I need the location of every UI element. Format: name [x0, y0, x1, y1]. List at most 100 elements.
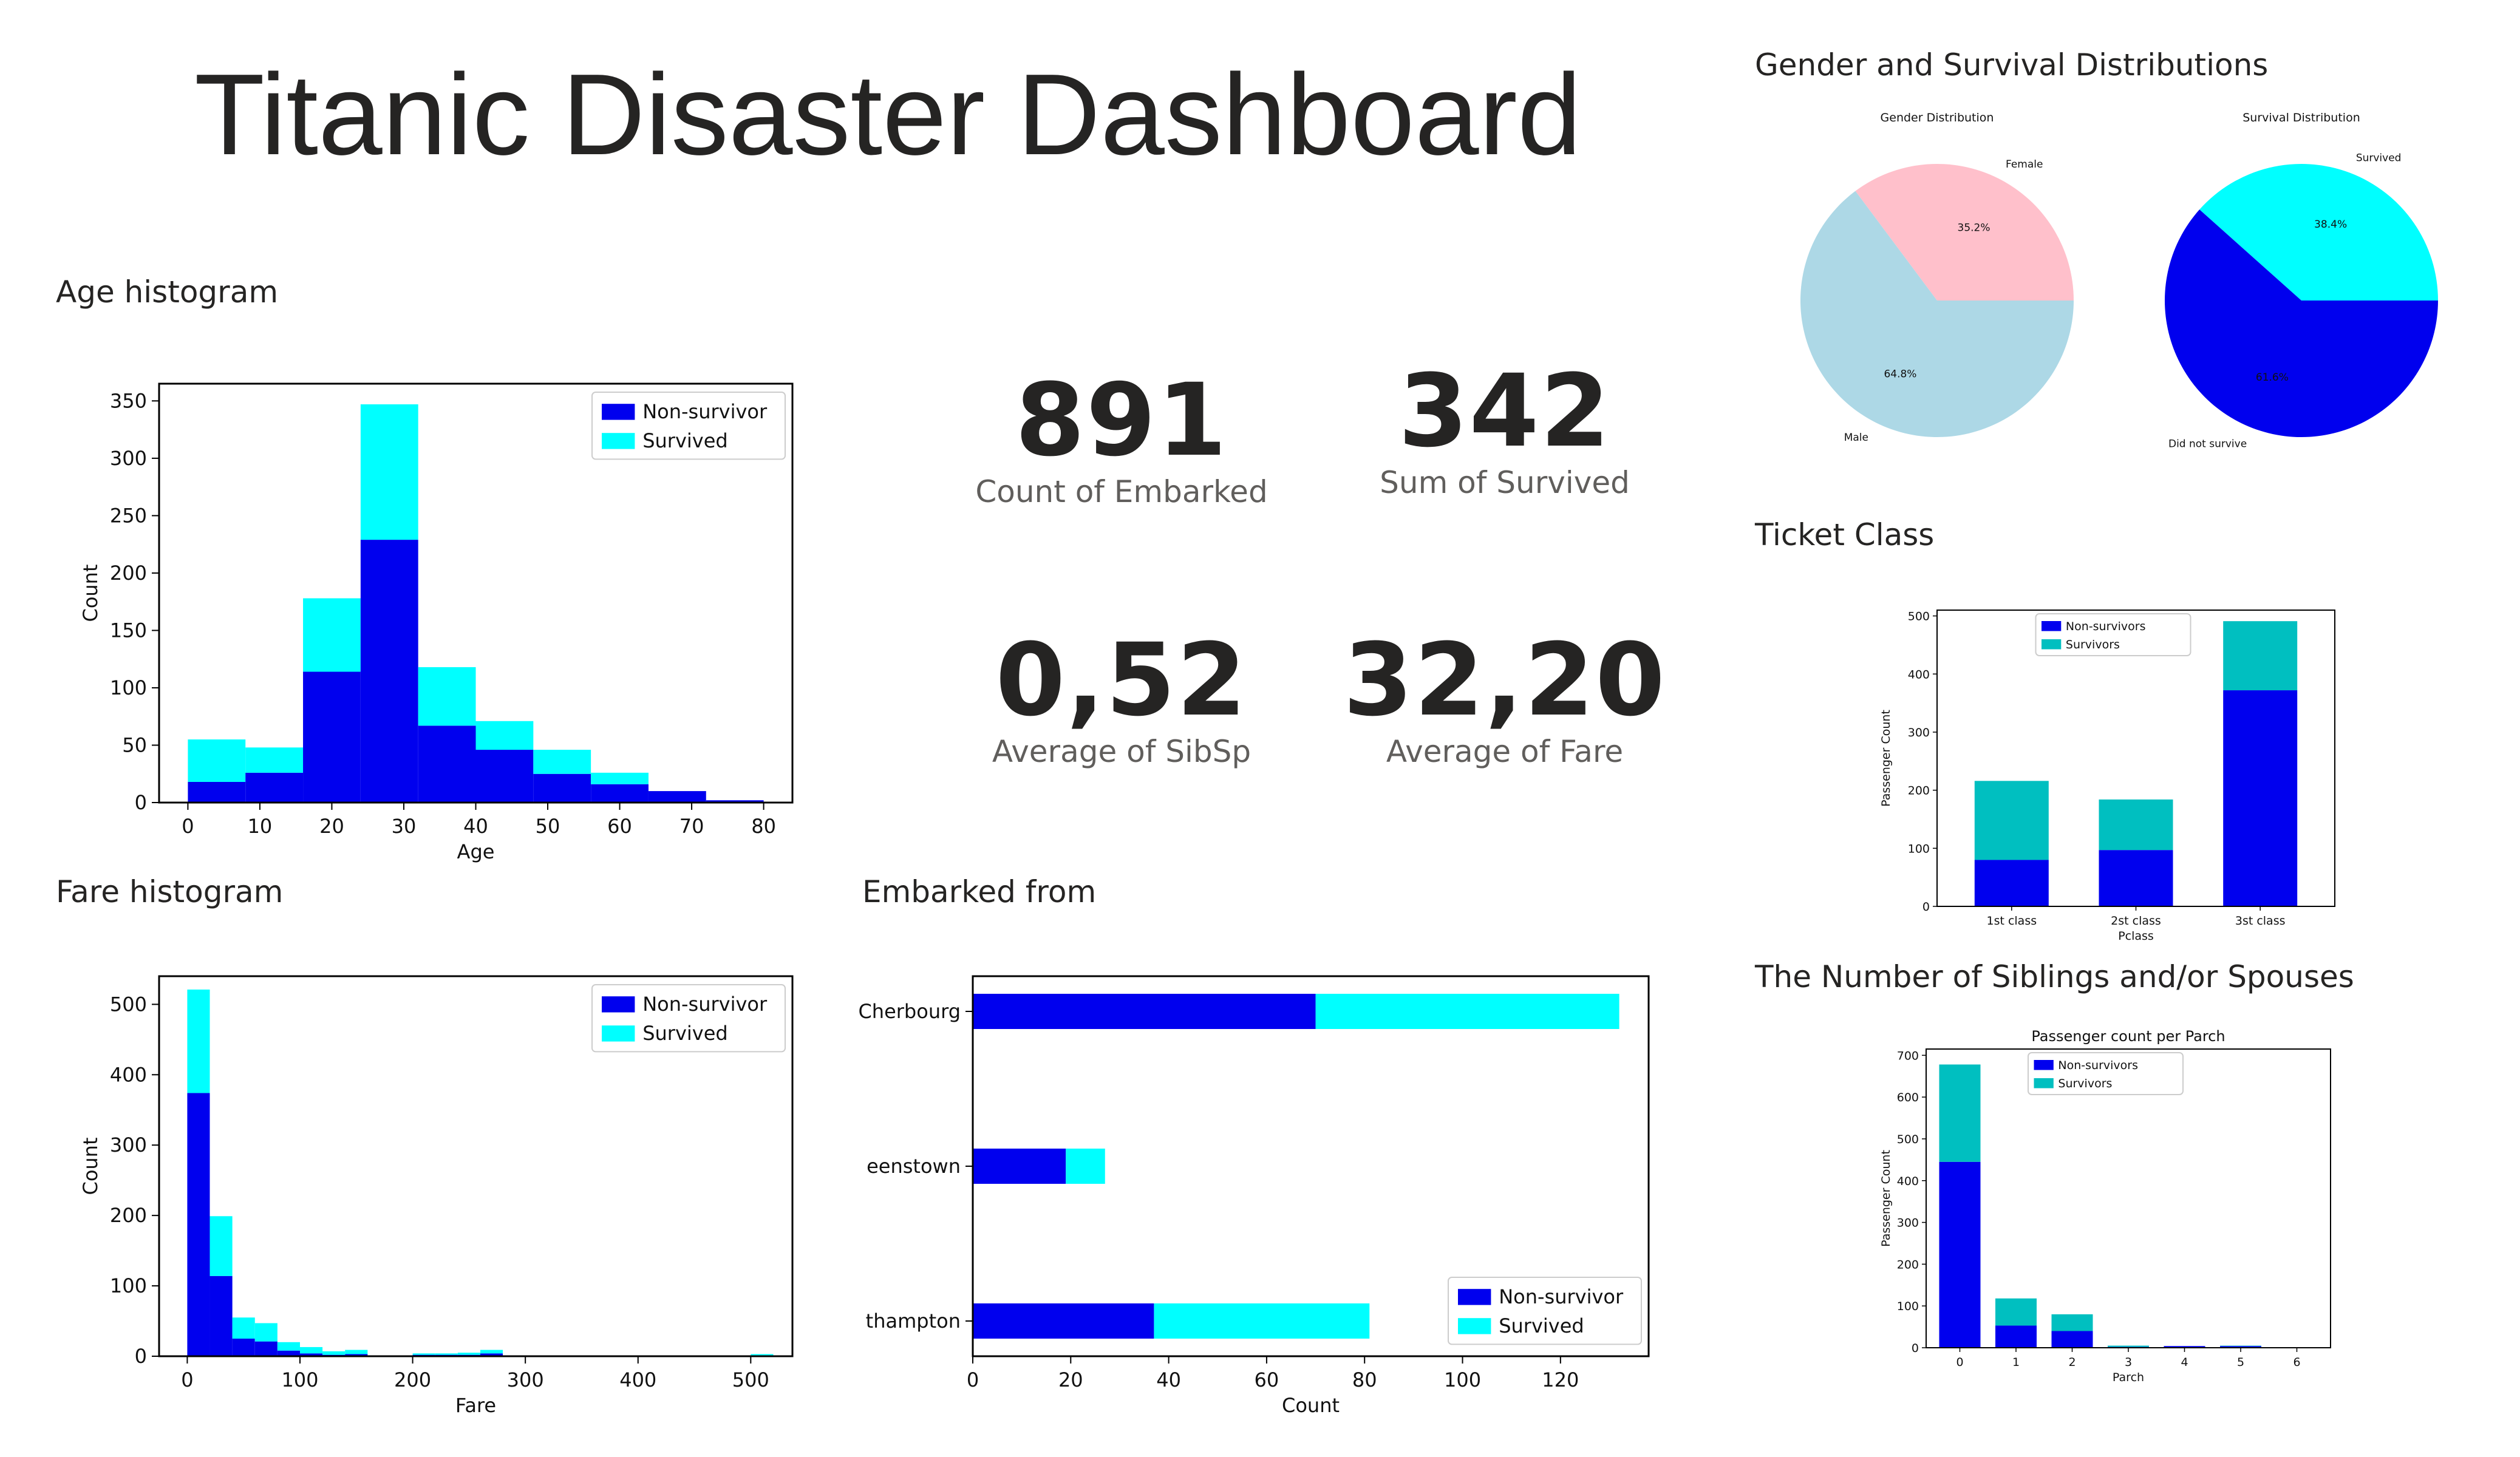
fare-legend-box	[591, 984, 786, 1053]
age-y-axis-label: Count	[79, 564, 102, 622]
parch-y-tick-label: 600	[1897, 1091, 1919, 1104]
ticket-legend-swatch	[2042, 621, 2062, 631]
ticket-legend-label: Non-survivors	[2066, 620, 2146, 633]
fare-y-tick-label: 400	[110, 1063, 147, 1086]
fare-legend-label: Non-survivor	[642, 993, 768, 1016]
parch-bar-nonsurvivors	[1995, 1325, 2037, 1348]
embarked-x-tick-label: 20	[1058, 1368, 1083, 1391]
age-legend-swatch	[602, 404, 635, 420]
embarked-category-label: Cherbourg	[858, 1000, 961, 1023]
fare-y-tick-label: 200	[110, 1204, 147, 1227]
fare-legend-label: Survived	[642, 1022, 728, 1045]
fare-bar-survived	[254, 1323, 278, 1342]
parch-x-tick-label: 5	[2237, 1356, 2244, 1369]
parch-x-tick-label: 2	[2068, 1356, 2076, 1369]
parch-y-axis-label: Passenger Count	[1879, 1150, 1893, 1247]
age-legend-swatch	[602, 433, 635, 449]
age-bar-nonsurvivor	[303, 671, 361, 803]
parch-y-tick-label: 300	[1897, 1217, 1919, 1230]
age-bar-survived	[591, 772, 649, 784]
fare-bar-nonsurvivor	[254, 1341, 278, 1356]
fare-bar-survived	[457, 1353, 480, 1355]
parch-bar-survivors	[1995, 1298, 2037, 1326]
ticket-y-tick-label: 100	[1908, 842, 1930, 855]
ticket-y-tick-label: 500	[1908, 610, 1930, 623]
fare-y-tick-label: 500	[110, 993, 147, 1016]
gender-pie-pct-label: 64.8%	[1884, 368, 1916, 381]
fare-histogram-chart: 0 100 200 300 400 500 0 100 200 300 400 500 Fare Coun…	[79, 975, 794, 1417]
embarked-legend-swatch	[1458, 1289, 1491, 1305]
age-bar-nonsurvivor	[418, 725, 476, 803]
kpi-label: Sum of Survived	[1380, 465, 1630, 500]
parch-y-tick-label: 400	[1897, 1175, 1919, 1188]
gender-pie-title: Gender Distribution	[1881, 111, 1994, 124]
fare-x-tick-label: 400	[619, 1368, 656, 1391]
gender-pie-slice	[1855, 164, 2074, 301]
ticket-x-tick-label: 2st class	[2111, 914, 2161, 928]
fare-legend-swatch	[602, 996, 635, 1013]
age-bar-nonsurvivor	[475, 750, 534, 803]
fare-bar-survived	[751, 1354, 774, 1356]
fare-bar-survived	[209, 1216, 233, 1276]
embarked-x-axis-label: Count	[1282, 1394, 1340, 1417]
kpi-card-count-embarked: 891 Count of Embarked	[939, 370, 1304, 510]
gender-pie-slice-label: Male	[1844, 432, 1868, 444]
age-section-title: Age histogram	[56, 274, 279, 310]
parch-y-tick-label: 100	[1897, 1300, 1919, 1313]
ticket-section-title: Ticket Class	[1755, 517, 1935, 552]
kpi-label: Average of SibSp	[992, 734, 1251, 769]
ticket-legend-swatch	[2042, 639, 2062, 650]
parch-chart: Passenger count per Parch 0 1 2 3 4 5 6 0 100 200 3…	[1879, 1028, 2331, 1384]
embarked-bar-nonsurvivor	[973, 1149, 1066, 1184]
fare-y-axis-label: Count	[79, 1137, 102, 1195]
parch-y-tick-label: 200	[1897, 1258, 1919, 1271]
age-y-tick-label: 0	[135, 791, 147, 814]
embarked-bar-survived	[1315, 994, 1619, 1029]
age-bar-nonsurvivor	[533, 773, 591, 803]
age-legend-label: Non-survivor	[642, 400, 768, 423]
fare-y-tick-label: 300	[110, 1133, 147, 1156]
siblings-section-title: The Number of Siblings and/or Spouses	[1755, 959, 2354, 994]
parch-x-tick-label: 4	[2181, 1356, 2188, 1369]
ticket-y-tick-label: 300	[1908, 726, 1930, 739]
age-bar-survived	[188, 739, 246, 782]
age-bar-nonsurvivor	[648, 791, 706, 803]
embarked-legend-box	[1448, 1277, 1642, 1345]
fare-bar-nonsurvivor	[277, 1350, 300, 1356]
embarked-section-title: Embarked from	[862, 874, 1097, 909]
embarked-chart: Cherbourg eenstown thampton 0 20 40 60 80 100 120…	[858, 975, 1650, 1417]
age-bar-nonsurvivor	[706, 800, 764, 803]
age-histogram-chart: 0 10 20 30 40 50 60 70 80 0 50 100 150 200 250 300 350 Ag…	[79, 382, 794, 863]
embarked-bar-survived	[1154, 1303, 1370, 1339]
fare-bar-nonsurvivor	[480, 1353, 503, 1356]
age-bar-nonsurvivor	[245, 772, 304, 803]
age-bar-survived	[303, 598, 361, 672]
gender-pie-chart: Gender Distribution 35.2% Female 64.8% Male	[1800, 111, 2074, 444]
fare-x-axis-label: Fare	[455, 1394, 496, 1417]
kpi-card-average-fare: 32,20 Average of Fare	[1323, 630, 1687, 770]
parch-x-tick-label: 0	[1956, 1356, 1963, 1369]
fare-legend-swatch	[602, 1025, 635, 1042]
gender-pie-slice-label: Female	[2006, 158, 2043, 171]
survival-pie-slice-label: Survived	[2356, 152, 2402, 165]
parch-bar-nonsurvivors	[2220, 1346, 2261, 1348]
embarked-legend-label: Survived	[1499, 1314, 1584, 1337]
age-x-tick-label: 20	[319, 815, 344, 838]
fare-bar-survived	[480, 1350, 503, 1354]
embarked-bar-survived	[1066, 1149, 1105, 1184]
ticket-legend-box	[2035, 613, 2191, 656]
fare-bar-survived	[412, 1353, 435, 1355]
parch-legend-label: Non-survivors	[2058, 1059, 2138, 1072]
embarked-legend-label: Non-survivor	[1499, 1285, 1624, 1308]
fare-y-tick-label: 0	[135, 1345, 147, 1368]
fare-bar-nonsurvivor	[209, 1275, 233, 1356]
kpi-label: Count of Embarked	[975, 474, 1268, 509]
kpi-card-average-sibsp: 0,52 Average of SibSp	[939, 622, 1304, 770]
fare-x-tick-label: 300	[507, 1368, 544, 1391]
fare-bar-nonsurvivor	[232, 1339, 255, 1356]
fare-bar-survived	[299, 1347, 323, 1354]
survival-pie-slice	[2165, 209, 2438, 437]
fare-bar-nonsurvivor	[187, 1093, 210, 1356]
age-y-tick-label: 50	[122, 733, 147, 756]
kpi-value: 0,52	[995, 622, 1248, 738]
